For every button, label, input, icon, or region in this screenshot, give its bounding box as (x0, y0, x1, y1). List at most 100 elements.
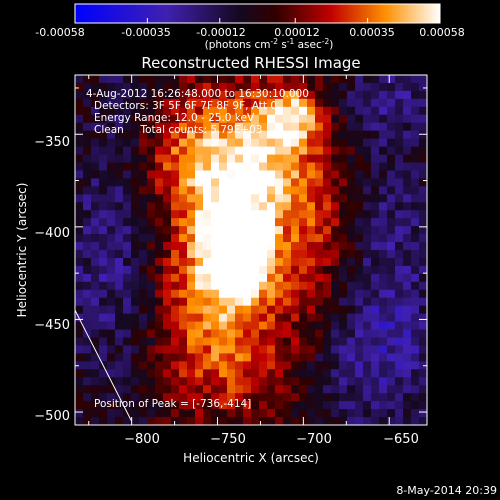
heatmap-cell (267, 210, 276, 219)
heatmap-cell (123, 178, 132, 187)
heatmap-cell (291, 186, 300, 195)
heatmap-cell (379, 90, 388, 100)
heatmap-cell (291, 409, 300, 418)
heatmap-cell (75, 289, 84, 299)
heatmap-cell (195, 202, 204, 211)
heatmap-cell (275, 361, 284, 370)
heatmap-cell (283, 242, 292, 251)
colorbar-tick-label: 0.00035 (349, 26, 395, 39)
heatmap-cell (195, 194, 204, 203)
heatmap-cell (99, 154, 108, 164)
heatmap-cell (267, 242, 276, 251)
heatmap-cell (163, 377, 172, 386)
heatmap-cell (131, 122, 140, 132)
heatmap-cell (419, 273, 427, 283)
heatmap-cell (155, 329, 164, 339)
heatmap-cell (227, 194, 236, 203)
heatmap-cell (419, 114, 427, 124)
heatmap-cell (315, 345, 324, 354)
heatmap-cell (275, 130, 284, 140)
heatmap-cell (99, 82, 108, 92)
heatmap-cell (267, 98, 276, 108)
heatmap-cell (99, 329, 108, 339)
heatmap-cell (211, 122, 220, 132)
heatmap-cell (283, 186, 292, 195)
heatmap-cell (283, 401, 292, 410)
heatmap-cell (147, 289, 156, 299)
heatmap-cell (115, 114, 124, 124)
heatmap-cell (131, 250, 140, 259)
heatmap-cell (403, 114, 412, 124)
heatmap-cell (139, 281, 148, 291)
heatmap-cell (91, 353, 100, 362)
heatmap-cell (203, 122, 212, 132)
heatmap-cell (307, 321, 316, 331)
heatmap-cell (131, 82, 140, 92)
heatmap-cell (211, 313, 220, 323)
heatmap-cell (195, 417, 204, 425)
heatmap-cell (395, 202, 404, 211)
heatmap-cell (187, 257, 196, 267)
heatmap-cell (307, 186, 316, 195)
heatmap-cell (339, 90, 348, 100)
heatmap-cell (283, 337, 292, 347)
heatmap-cell (139, 138, 148, 148)
heatmap-cell (363, 218, 372, 227)
heatmap-cell (211, 393, 220, 402)
heatmap-cell (403, 361, 412, 370)
heatmap-cell (299, 210, 308, 219)
heatmap-cell (379, 250, 388, 259)
heatmap-cell (419, 353, 427, 362)
heatmap-cell (211, 170, 220, 179)
heatmap-cell (411, 345, 420, 354)
heatmap-cell (259, 75, 268, 84)
heatmap-cell (235, 361, 244, 370)
heatmap-cell (227, 289, 236, 299)
heatmap-cell (251, 377, 260, 386)
heatmap-cell (211, 289, 220, 299)
heatmap-cell (275, 162, 284, 172)
annotation-detectors: Detectors: 3F 5F 6F 7F 8F 9F, Att 0 (94, 100, 277, 112)
heatmap-cell (251, 138, 260, 148)
heatmap-cell (387, 242, 396, 251)
heatmap-cell (411, 337, 420, 347)
heatmap-cell (259, 257, 268, 267)
heatmap-cell (251, 321, 260, 331)
heatmap-cell (371, 226, 380, 235)
heatmap-cell (347, 369, 356, 378)
heatmap-cell (195, 130, 204, 140)
heatmap-cell (243, 194, 252, 203)
heatmap-cell (171, 194, 180, 203)
heatmap-cell (387, 210, 396, 219)
heatmap-cell (91, 409, 100, 418)
heatmap-cell (331, 417, 340, 425)
heatmap-cell (275, 401, 284, 410)
heatmap-cell (179, 154, 188, 164)
heatmap-cell (307, 162, 316, 172)
heatmap-cell (331, 218, 340, 227)
heatmap-cell (179, 82, 188, 92)
heatmap-cell (155, 154, 164, 164)
heatmap-cell (139, 234, 148, 243)
heatmap-cell (411, 401, 420, 410)
heatmap-cell (291, 345, 300, 354)
heatmap-cell (75, 393, 84, 402)
heatmap-cell (251, 194, 260, 203)
heatmap-cell (91, 401, 100, 410)
heatmap-cell (395, 417, 404, 425)
heatmap-cell (75, 106, 84, 116)
heatmap-cell (115, 305, 124, 315)
heatmap-cell (363, 337, 372, 347)
heatmap-cell (291, 90, 300, 100)
heatmap-cell (91, 226, 100, 235)
heatmap-cell (347, 202, 356, 211)
heatmap-cell (339, 385, 348, 394)
heatmap-cell (387, 289, 396, 299)
heatmap-cell (403, 305, 412, 315)
heatmap-cell (187, 194, 196, 203)
heatmap-cell (347, 313, 356, 323)
heatmap-cell (387, 273, 396, 283)
heatmap-cell (107, 138, 116, 148)
heatmap-cell (131, 273, 140, 283)
heatmap-cell (259, 178, 268, 187)
